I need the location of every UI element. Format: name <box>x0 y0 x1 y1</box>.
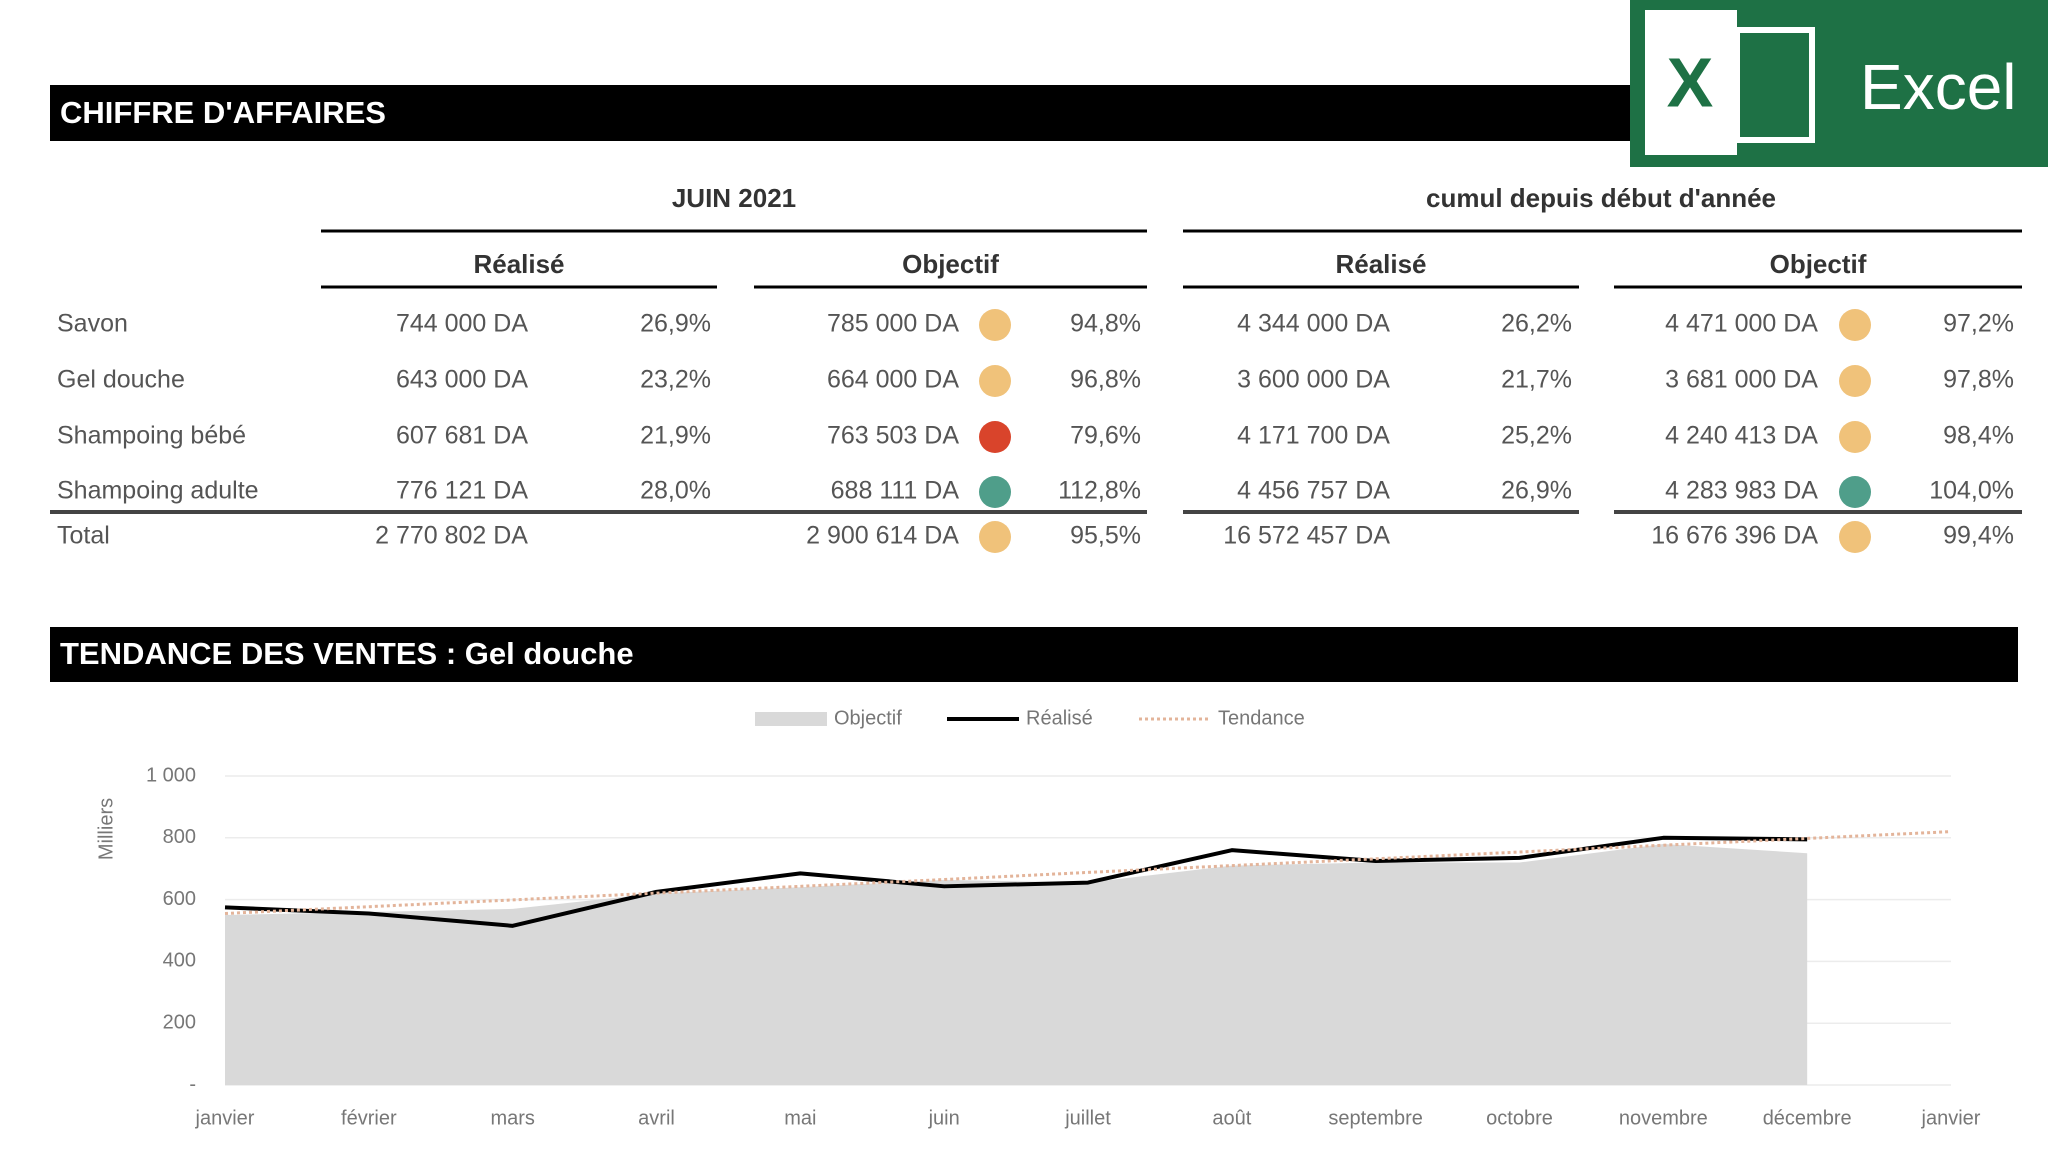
logo-grid <box>1734 27 1815 143</box>
cell: 3 600 000 DA <box>1237 366 1390 394</box>
section-bar <box>50 85 1630 141</box>
cell: 104,0% <box>1929 477 2014 505</box>
y-tick-label: 200 <box>163 1011 196 1033</box>
x-tick-label: janvier <box>195 1107 255 1129</box>
cell: 4 240 413 DA <box>1665 422 1818 450</box>
status-dot <box>1839 476 1871 508</box>
cell: 643 000 DA <box>396 366 528 394</box>
x-tick-label: janvier <box>1921 1107 1981 1129</box>
row-label: Savon <box>57 310 128 338</box>
cell: 776 121 DA <box>396 477 528 505</box>
x-tick-label: novembre <box>1619 1107 1708 1129</box>
status-dot <box>979 521 1011 553</box>
sub-header: Objectif <box>1770 249 1867 279</box>
cell: 99,4% <box>1943 522 2014 550</box>
cell: 97,2% <box>1943 310 2014 338</box>
cell: 25,2% <box>1501 422 1572 450</box>
logo-text: Excel <box>1860 51 2017 123</box>
x-tick-label: octobre <box>1486 1107 1553 1129</box>
cell: 26,9% <box>1501 477 1572 505</box>
logo-doc <box>1645 10 1737 155</box>
cell: 21,7% <box>1501 366 1572 394</box>
cell: 4 344 000 DA <box>1237 310 1390 338</box>
cell: 664 000 DA <box>827 366 959 394</box>
cell: 16 676 396 DA <box>1651 522 1818 550</box>
cell: 94,8% <box>1070 310 1141 338</box>
cell: 28,0% <box>640 477 711 505</box>
legend-swatch <box>755 712 827 726</box>
y-tick-label: 600 <box>163 888 196 910</box>
cell: 744 000 DA <box>396 310 528 338</box>
section-title: CHIFFRE D'AFFAIRES <box>60 95 386 130</box>
status-dot <box>979 476 1011 508</box>
status-dot <box>979 365 1011 397</box>
sub-header: Réalisé <box>473 249 564 279</box>
legend-label: Objectif <box>834 707 902 729</box>
cell: 688 111 DA <box>831 477 960 505</box>
cell: 95,5% <box>1070 522 1141 550</box>
status-dot <box>1839 365 1871 397</box>
cell: 79,6% <box>1070 422 1141 450</box>
sub-header: Réalisé <box>1335 249 1426 279</box>
row-label: Shampoing adulte <box>57 477 259 505</box>
x-tick-label: février <box>341 1107 397 1129</box>
cell: 26,9% <box>640 310 711 338</box>
cell: 2 900 614 DA <box>806 522 959 550</box>
status-dot <box>1839 421 1871 453</box>
status-dot <box>979 309 1011 341</box>
y-tick-label: 800 <box>163 826 196 848</box>
cell: 23,2% <box>640 366 711 394</box>
cell: 4 456 757 DA <box>1237 477 1390 505</box>
cell: 785 000 DA <box>827 310 959 338</box>
cell: 3 681 000 DA <box>1665 366 1818 394</box>
section-title: TENDANCE DES VENTES : Gel douche <box>60 636 634 671</box>
legend-label: Réalisé <box>1026 707 1093 729</box>
cell: 4 171 700 DA <box>1237 422 1390 450</box>
cell: 96,8% <box>1070 366 1141 394</box>
x-tick-label: décembre <box>1763 1107 1852 1129</box>
cell: 4 471 000 DA <box>1665 310 1818 338</box>
y-tick-label: - <box>189 1073 196 1095</box>
line <box>224 835 1808 928</box>
group-header: JUIN 2021 <box>672 183 796 213</box>
x-tick-label: mars <box>490 1107 534 1129</box>
x-tick-label: septembre <box>1328 1107 1423 1129</box>
cell: 4 283 983 DA <box>1665 477 1818 505</box>
cell: 98,4% <box>1943 422 2014 450</box>
cell: 2 770 802 DA <box>375 522 528 550</box>
y-axis-title: Milliers <box>95 798 117 860</box>
cell: 16 572 457 DA <box>1223 522 1390 550</box>
x-tick-label: août <box>1212 1107 1251 1129</box>
x-tick-label: juin <box>928 1107 960 1129</box>
status-dot <box>979 421 1011 453</box>
x-tick-label: mai <box>784 1107 816 1129</box>
cell: 607 681 DA <box>396 422 528 450</box>
row-label: Total <box>57 522 110 550</box>
section-bar <box>50 627 2018 682</box>
y-tick-label: 400 <box>163 950 196 972</box>
x-tick-label: juillet <box>1064 1107 1111 1129</box>
logo-x: X <box>1667 43 1714 121</box>
cell: 97,8% <box>1943 366 2014 394</box>
status-dot <box>1839 309 1871 341</box>
sub-header: Objectif <box>902 249 999 279</box>
legend-label: Tendance <box>1218 707 1305 729</box>
row-label: Shampoing bébé <box>57 422 246 450</box>
status-dot <box>1839 521 1871 553</box>
y-tick-label: 1 000 <box>146 764 196 786</box>
group-header: cumul depuis début d'année <box>1426 183 1776 213</box>
cell: 112,8% <box>1058 477 1141 505</box>
cell: 26,2% <box>1501 310 1572 338</box>
area <box>225 843 1808 1085</box>
cell: 21,9% <box>640 422 711 450</box>
x-tick-label: avril <box>638 1107 675 1129</box>
row-label: Gel douche <box>57 366 185 394</box>
cell: 763 503 DA <box>827 422 959 450</box>
